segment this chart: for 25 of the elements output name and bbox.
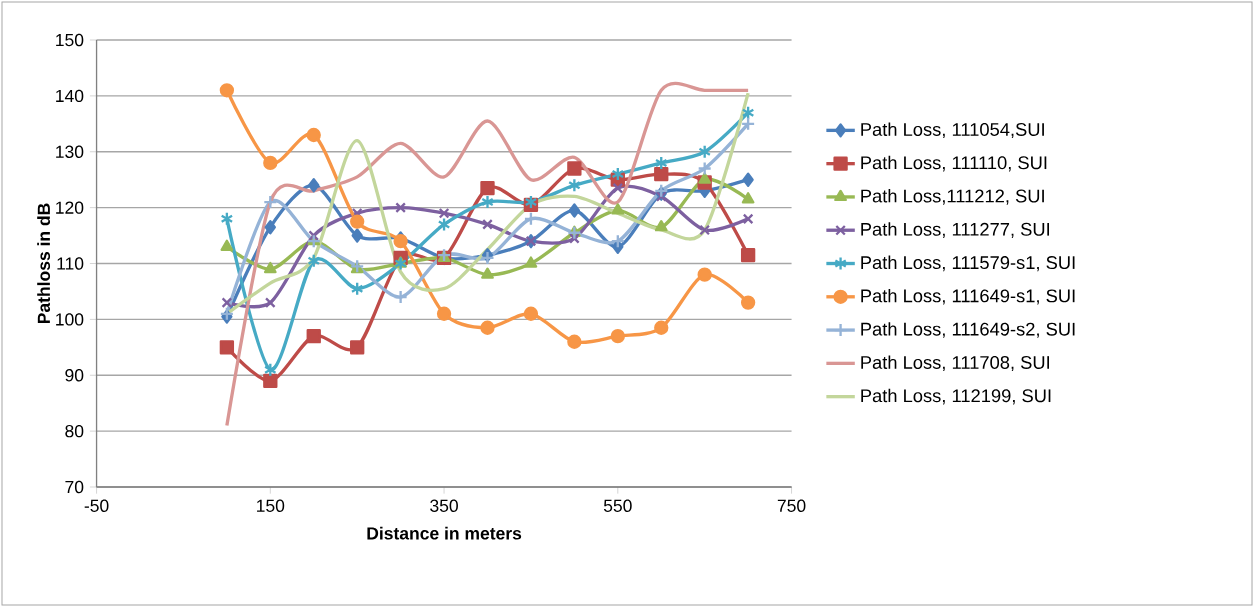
legend-label: Path Loss, 111277, SUI: [861, 222, 1050, 238]
y-tick-label: 140: [56, 89, 84, 103]
y-tick-label: 120: [56, 201, 84, 214]
x-tick-label: -50: [84, 499, 109, 512]
y-tick-label: 100: [56, 313, 84, 326]
y-tick-label: 80: [65, 424, 84, 438]
legend-label: Path Loss, 111579-s1, SUI: [861, 255, 1075, 272]
x-tick-label: 750: [777, 499, 806, 512]
legend-label: Path Loss, 111054,SUI: [861, 122, 1044, 139]
legend-label: Path Loss, 111708, SUI: [861, 355, 1050, 372]
legend-label: Path Loss,111212, SUI: [861, 189, 1044, 205]
legend-label: Path Loss, 111649-s2, SUI: [861, 322, 1075, 338]
y-tick-label: 130: [56, 145, 84, 158]
legend-label: Path Loss, 111649-s1, SUI: [861, 288, 1075, 305]
y-axis-title: Pathloss in dB: [37, 203, 51, 324]
legend-label: Path Loss, 111110, SUI: [861, 155, 1047, 172]
legend-label: Path Loss, 112199, SUI: [861, 388, 1051, 405]
y-tick-label: 150: [56, 33, 84, 47]
x-axis-title: Distance in meters: [367, 526, 522, 540]
y-tick-label: 110: [57, 257, 84, 270]
x-tick-label: 150: [257, 499, 285, 512]
x-tick-label: 350: [430, 499, 458, 512]
y-tick-label: 70: [65, 480, 84, 494]
y-tick-label: 90: [65, 369, 84, 382]
x-tick-label: 550: [603, 499, 632, 512]
